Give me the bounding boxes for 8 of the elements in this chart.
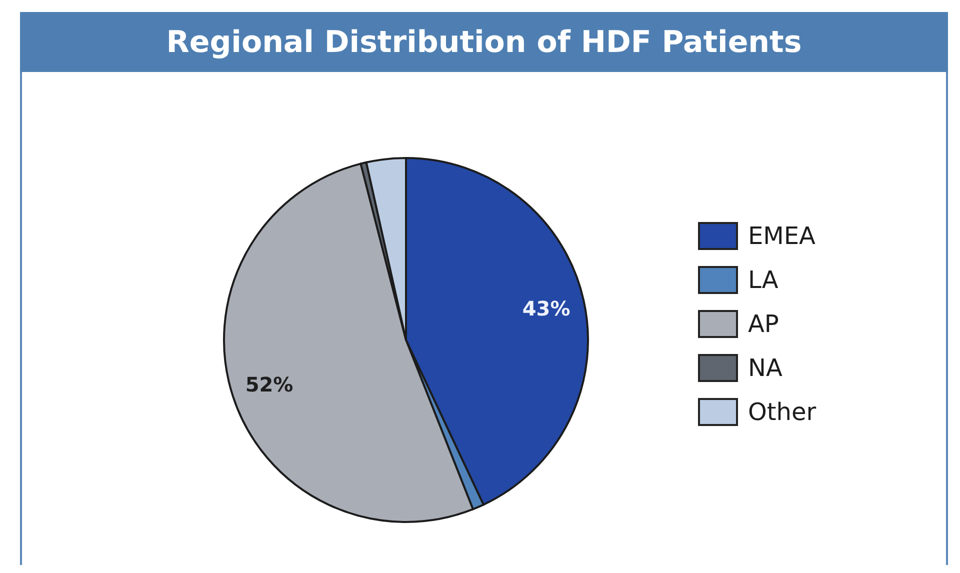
data-label: 43%	[522, 296, 570, 321]
legend-label: NA	[748, 353, 782, 383]
legend-label: EMEA	[748, 221, 816, 251]
legend-label: AP	[748, 309, 779, 339]
legend-label: Other	[748, 397, 816, 427]
legend-label: LA	[748, 265, 778, 295]
data-label: 52%	[245, 372, 294, 396]
chart-title: Regional Distribution of HDF Patients	[166, 24, 802, 60]
